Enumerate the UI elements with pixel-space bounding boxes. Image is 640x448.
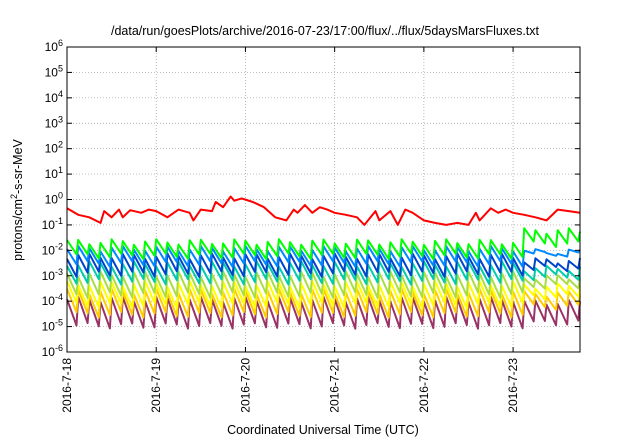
y-tick-label: 106 [45, 38, 63, 54]
y-tick-label: 10-3 [42, 267, 63, 283]
y-tick-label: 10-1 [42, 216, 63, 232]
y-tick-base: 10 [42, 243, 56, 257]
y-tick-base: 10 [45, 40, 59, 54]
y-tick-exp: -5 [55, 318, 63, 328]
x-axis-label: Coordinated Universal Time (UTC) [227, 423, 419, 437]
y-tick-label: 102 [45, 140, 63, 156]
y-tick-exp: -6 [55, 343, 63, 353]
y-tick-exp: -4 [55, 292, 63, 302]
y-tick-base: 10 [42, 218, 56, 232]
y-tick-base: 10 [42, 269, 56, 283]
y-tick-label: 105 [45, 63, 63, 79]
y-tick-exp: -3 [55, 267, 63, 277]
y-tick-base: 10 [45, 91, 59, 105]
chart-title: /data/run/goesPlots/archive/2016-07-23/1… [111, 24, 540, 38]
y-tick-base: 10 [45, 193, 59, 207]
x-tick-label: 2016-7-18 [60, 358, 74, 413]
y-tick-labels: 10-610-510-410-310-210-11001011021031041… [42, 38, 580, 359]
series-line [66, 270, 581, 299]
x-tick-label: 2016-7-21 [328, 358, 342, 413]
y-tick-exp: -1 [55, 216, 63, 226]
y-tick-exp: 3 [58, 114, 63, 124]
y-tick-base: 10 [42, 320, 56, 334]
x-tick-label: 2016-7-19 [149, 358, 163, 413]
y-tick-base: 10 [45, 167, 59, 181]
y-tick-base: 10 [45, 142, 59, 156]
y-tick-base: 10 [45, 116, 59, 130]
x-tick-label: 2016-7-20 [238, 358, 252, 413]
y-tick-label: 104 [45, 89, 63, 105]
series-line [66, 227, 581, 261]
y-tick-exp: -2 [55, 241, 63, 251]
y-tick-exp: 6 [58, 38, 63, 48]
y-axis-label: protons/cm2-s-sr-MeV [9, 138, 25, 260]
y-axis-label-sup: 2 [9, 194, 19, 199]
y-tick-label: 101 [45, 165, 63, 181]
y-tick-base: 10 [42, 294, 56, 308]
y-tick-base: 10 [45, 65, 59, 79]
series-layer [66, 195, 581, 330]
y-tick-exp: 4 [58, 89, 63, 99]
x-tick-label: 2016-7-23 [506, 358, 520, 413]
y-tick-label: 100 [45, 191, 63, 207]
y-tick-exp: 0 [58, 191, 63, 201]
y-axis-label-post: -s-sr-MeV [11, 138, 25, 194]
y-tick-label: 10-4 [42, 292, 63, 308]
x-tick-label: 2016-7-22 [417, 358, 431, 413]
y-tick-exp: 2 [58, 140, 63, 150]
y-tick-label: 10-2 [42, 241, 63, 257]
y-tick-exp: 5 [58, 63, 63, 73]
y-tick-label: 10-6 [42, 343, 63, 359]
y-tick-base: 10 [42, 345, 56, 359]
series-line-red [66, 195, 581, 226]
y-tick-label: 103 [45, 114, 63, 130]
y-tick-label: 10-5 [42, 318, 63, 334]
x-tick-labels: 2016-7-18 2016-7-19 2016-7-20 2016-7-21 2016… [60, 47, 520, 413]
y-tick-exp: 1 [58, 165, 63, 175]
y-axis-label-pre: protons/cm [11, 199, 25, 261]
